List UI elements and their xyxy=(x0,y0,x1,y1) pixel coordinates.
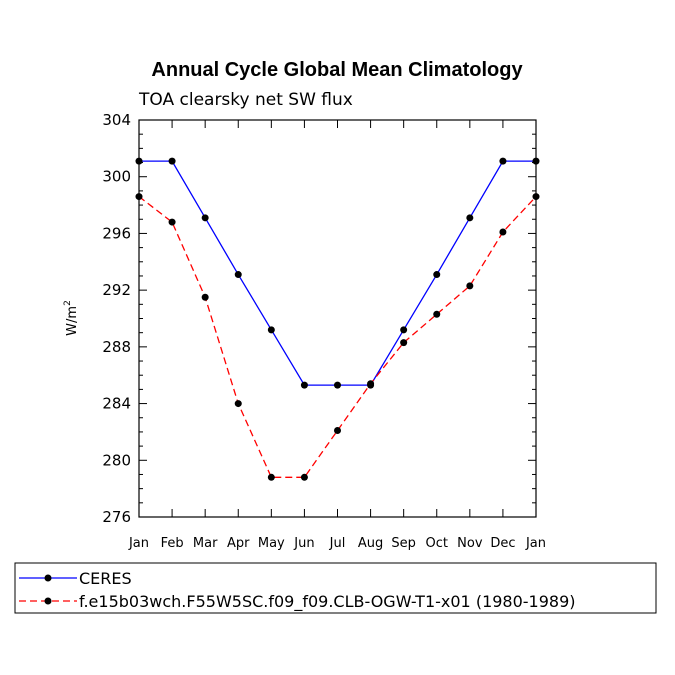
x-tick-label: Feb xyxy=(161,536,184,551)
x-tick-label: Nov xyxy=(457,536,483,551)
series-1-point xyxy=(400,326,408,334)
y-axis: 276 280 284 288 292 296 300 304 xyxy=(102,111,536,526)
y-tick-label: 284 xyxy=(102,395,131,413)
series-1-point xyxy=(433,271,441,279)
series-2-point xyxy=(367,380,375,388)
y-tick-label: 304 xyxy=(102,111,131,129)
series-layer xyxy=(135,157,540,481)
legend-marker-2 xyxy=(44,597,52,605)
series-2-point xyxy=(234,400,242,408)
legend xyxy=(14,562,657,614)
x-tick-label: May xyxy=(258,536,285,551)
x-axis: Jan Feb Mar Apr May Jun Jul Aug Sep Oct Nov Dec Jan xyxy=(128,120,546,551)
series-1-point xyxy=(499,157,507,165)
series-line-2 xyxy=(138,196,537,478)
series-2-point xyxy=(267,473,275,481)
y-tick-label: 280 xyxy=(102,451,131,469)
series-1-point xyxy=(267,326,275,334)
x-tick-label: Oct xyxy=(426,536,448,551)
legend-label-2: f.e15b03wch.F55W5SC.f09_f09.CLB-OGW-T1-x… xyxy=(79,592,576,612)
series-2-point xyxy=(466,282,474,290)
legend-label-1: CERES xyxy=(79,569,132,588)
series-2-point xyxy=(168,218,176,226)
series-2-point xyxy=(532,193,540,201)
legend-items: CERES f.e15b03wch.F55W5SC.f09_f09.CLB-OGW… xyxy=(19,569,576,612)
series-2-point xyxy=(201,293,209,301)
legend-marker-1 xyxy=(44,574,52,582)
series-2-point xyxy=(300,473,308,481)
x-tick-label: Jan xyxy=(525,536,546,551)
series-1-point xyxy=(168,157,176,165)
x-tick-label: Dec xyxy=(490,536,515,551)
series-1-point xyxy=(532,157,540,165)
series-2-point xyxy=(433,310,441,318)
x-tick-label: Jun xyxy=(293,536,314,551)
chart-subtitle: TOA clearsky net SW flux xyxy=(138,90,353,110)
y-tick-label: 300 xyxy=(102,168,131,186)
series-1-point xyxy=(334,381,341,389)
series-2-point xyxy=(334,427,341,435)
x-tick-label: Sep xyxy=(391,536,416,551)
x-tick-label: Jan xyxy=(128,536,149,551)
series-2-point xyxy=(400,339,408,347)
series-1-point xyxy=(466,214,474,222)
x-tick-label: Jul xyxy=(329,536,346,551)
y-axis-label: W/m2 xyxy=(63,300,80,336)
y-tick-label: 288 xyxy=(102,338,131,356)
series-1-point xyxy=(135,157,143,165)
chart-title: Annual Cycle Global Mean Climatology xyxy=(151,59,523,81)
series-1-point xyxy=(234,271,242,279)
y-tick-label: 292 xyxy=(102,281,131,299)
plot-area xyxy=(138,119,537,518)
series-2-point xyxy=(135,193,143,201)
x-tick-label: Apr xyxy=(227,536,250,551)
series-1-point xyxy=(201,214,209,222)
series-1-point xyxy=(300,381,308,389)
series-line-1 xyxy=(139,160,536,386)
y-tick-label: 276 xyxy=(102,508,131,526)
x-tick-label: Aug xyxy=(358,536,383,551)
y-tick-label: 296 xyxy=(102,224,131,242)
series-2-point xyxy=(499,228,507,236)
y-axis-label-superscript: 2 xyxy=(63,300,73,306)
x-tick-label: Mar xyxy=(193,536,218,551)
y-axis-label-unit: W/m xyxy=(65,306,80,336)
